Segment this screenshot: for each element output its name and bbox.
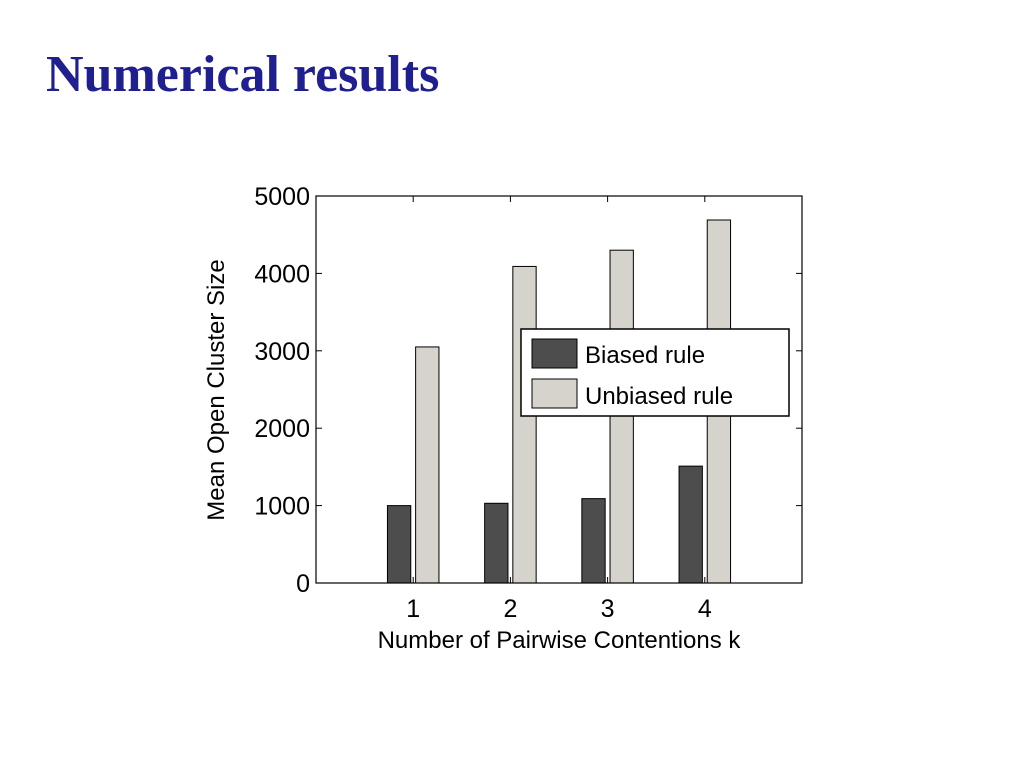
y-tick-label: 1000 (254, 493, 310, 521)
bar-unbiased-k2 (512, 265, 537, 584)
y-tick-label: 3000 (254, 338, 310, 366)
slide-title: Numerical results (46, 46, 440, 103)
x-tick-label: 2 (503, 595, 517, 623)
bar-biased-k2 (484, 502, 509, 584)
bar-unbiased-k1 (415, 346, 440, 584)
y-tick-label: 4000 (254, 260, 310, 288)
legend: Biased rule Unbiased rule (520, 328, 790, 417)
x-tick-label: 4 (698, 595, 712, 623)
bar-biased-k4 (678, 465, 703, 584)
axes-layer (315, 195, 803, 584)
bar-biased-k3 (581, 498, 606, 584)
y-axis-label: Mean Open Cluster Size (203, 259, 230, 520)
y-tick-label: 0 (296, 570, 310, 598)
bar-biased-k1 (386, 505, 412, 584)
legend-swatch-biased (531, 338, 578, 369)
x-axis-label: Number of Pairwise Contentions k (378, 627, 742, 654)
y-tick-label: 5000 (254, 183, 310, 211)
ticks-layer: 0 1000 2000 3000 4000 5000 1 2 3 4 (254, 183, 802, 623)
y-tick-label: 2000 (254, 415, 310, 443)
legend-label-unbiased: Unbiased rule (585, 383, 733, 410)
legend-swatch-unbiased (531, 378, 578, 409)
legend-label-biased: Biased rule (585, 342, 705, 369)
x-tick-label: 3 (601, 595, 615, 623)
plot-frame (315, 195, 803, 584)
x-tick-label: 1 (406, 595, 420, 623)
